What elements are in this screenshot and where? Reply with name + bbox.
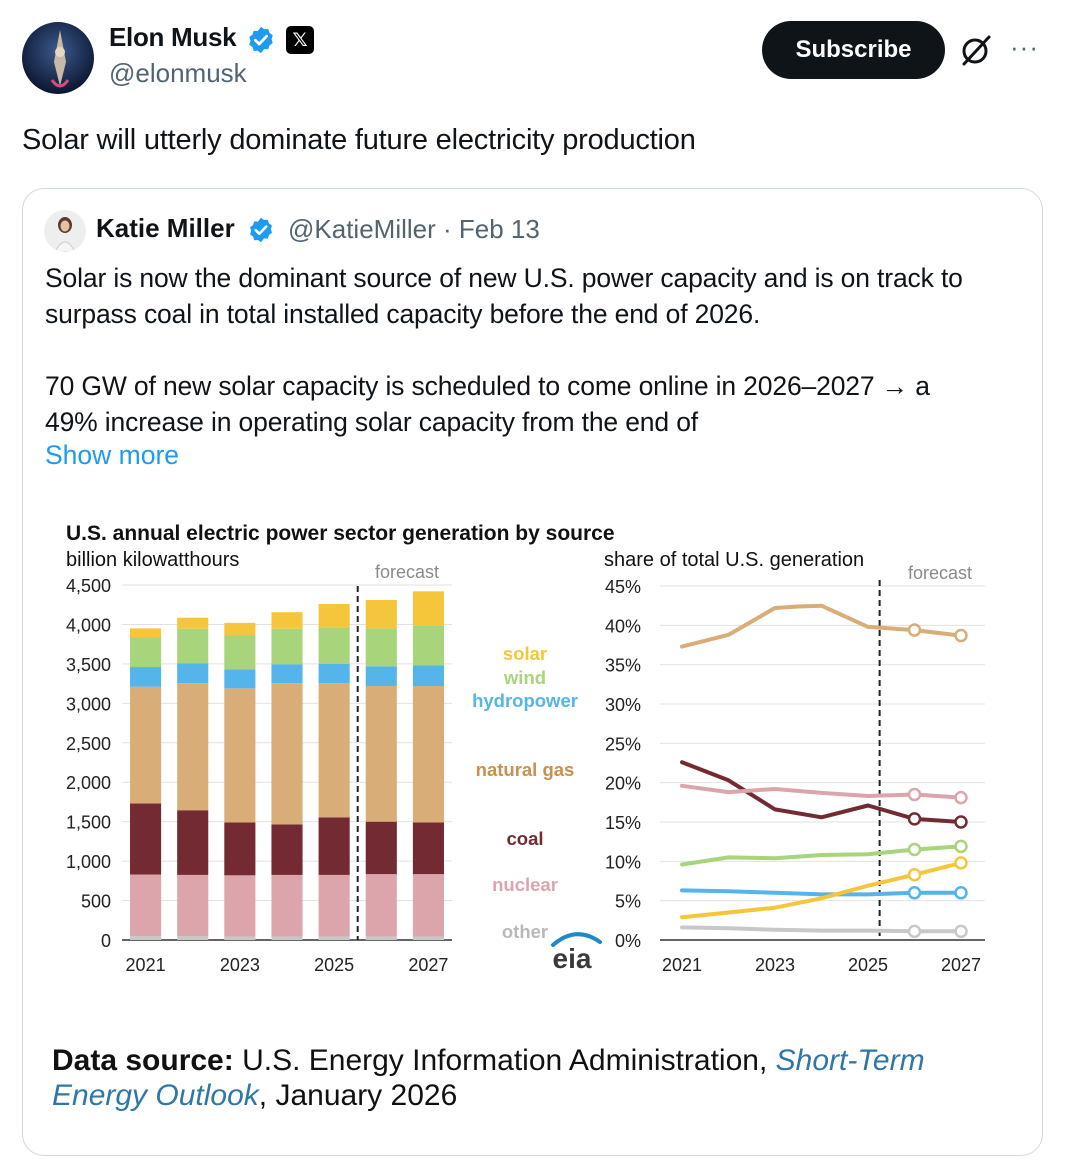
quoted-text-line: Solar is now the dominant source of new … [45, 263, 963, 293]
data-source-label: Data source: [52, 1044, 234, 1077]
author-name[interactable]: Elon Musk [109, 22, 237, 52]
quoted-post-card[interactable] [22, 188, 1043, 1156]
data-source-tail: , January 2026 [258, 1079, 458, 1112]
data-source-text: U.S. Energy Information Administration, [233, 1044, 776, 1077]
quoted-text-line: surpass coal in total installed capacity… [45, 299, 761, 329]
verified-badge-icon[interactable] [247, 216, 275, 244]
data-source-note: Data source: U.S. Energy Information Adm… [52, 1043, 982, 1113]
right-chart-unit: share of total U.S. generation [604, 549, 865, 571]
verified-badge-icon[interactable] [246, 25, 276, 55]
show-more-link[interactable]: Show more [45, 440, 180, 470]
chart-title: U.S. annual electric power sector genera… [66, 522, 615, 545]
author-handle[interactable]: @elonmusk [109, 58, 247, 88]
quoted-post-text: Solar is now the dominant source of new … [45, 260, 1035, 440]
quoted-author-name[interactable]: Katie Miller [96, 213, 235, 243]
more-options-icon[interactable]: ··· [1010, 32, 1039, 62]
quoted-text-line [45, 332, 1035, 368]
subscribe-button[interactable]: Subscribe [762, 21, 945, 79]
quoted-text-line: 70 GW of new solar capacity is scheduled… [45, 371, 930, 401]
data-source-link: Short-Term Energy Outlook [52, 1044, 925, 1112]
quoted-text-line: 49% increase in operating solar capacity… [45, 407, 699, 437]
left-chart-unit: billion kilowatthours [66, 549, 240, 571]
x-affiliate-icon[interactable]: 𝕏 [286, 26, 314, 54]
post-text: Solar will utterly dominate future elect… [22, 124, 696, 156]
quoted-author-meta[interactable]: @KatieMiller · Feb 13 [288, 214, 540, 244]
quoted-author-avatar[interactable] [44, 210, 86, 252]
grok-icon[interactable] [958, 32, 994, 68]
author-avatar[interactable] [22, 22, 94, 94]
